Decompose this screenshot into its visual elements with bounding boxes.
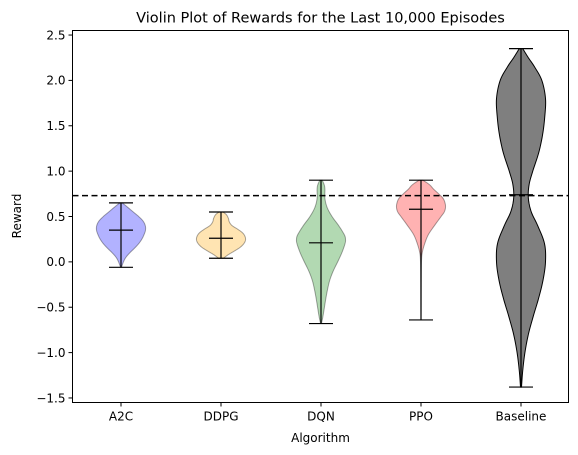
y-tick-label: 0.5 <box>46 210 65 224</box>
x-tick-label: PPO <box>409 410 433 424</box>
x-axis-title: Algorithm <box>291 431 350 445</box>
y-tick-label: −0.5 <box>36 301 65 315</box>
y-axis: −1.5 −1.0 −0.5 0.0 0.5 1.0 1.5 2.0 2.5 <box>36 28 73 405</box>
y-tick-label: −1.0 <box>36 346 65 360</box>
y-axis-title: Reward <box>10 194 24 239</box>
x-tick-label: DQN <box>307 410 335 424</box>
y-tick-label: −1.5 <box>36 391 65 405</box>
x-tick-label: Baseline <box>496 410 547 424</box>
y-tick-label: 2.0 <box>46 74 65 88</box>
y-tick-label: 0.0 <box>46 255 65 269</box>
y-tick-label: 1.5 <box>46 119 65 133</box>
x-tick-label: A2C <box>109 410 133 424</box>
y-tick-label: 2.5 <box>46 28 65 42</box>
y-tick-label: 1.0 <box>46 164 65 178</box>
violins-group <box>95 48 547 388</box>
chart-title: Violin Plot of Rewards for the Last 10,0… <box>136 11 505 27</box>
x-tick-label: DDPG <box>203 410 238 424</box>
x-axis: A2C DDPG DQN PPO Baseline <box>109 402 547 424</box>
